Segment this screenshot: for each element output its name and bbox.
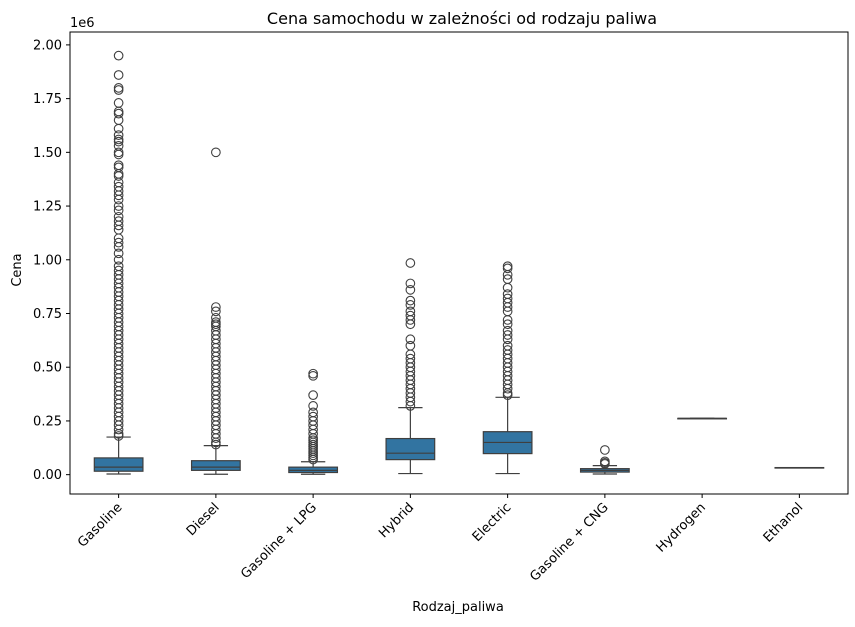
outlier-point xyxy=(113,136,124,147)
outlier-point xyxy=(113,70,124,80)
plot-frame xyxy=(69,31,849,495)
outlier-point xyxy=(113,85,124,95)
outlier-point xyxy=(113,147,124,158)
outlier-point xyxy=(502,263,513,274)
outlier-point xyxy=(113,254,124,265)
y-tick-label: 0.50 xyxy=(33,361,62,376)
outlier-point xyxy=(113,205,124,216)
y-offset-label: 1e6 xyxy=(70,16,95,31)
outlier-point xyxy=(405,278,416,289)
x-tick-label: Gasoline + CNG xyxy=(527,500,611,584)
y-tick-label: 0.00 xyxy=(33,468,62,483)
outlier-point xyxy=(113,149,124,160)
y-tick-label: 2.00 xyxy=(33,38,62,53)
outlier-point xyxy=(113,130,124,140)
outlier-point xyxy=(211,147,221,158)
x-tick-label: Diesel xyxy=(184,500,223,539)
outlier-point xyxy=(113,106,124,117)
outlier-point xyxy=(113,98,124,108)
outlier-point xyxy=(113,220,124,231)
outlier-point xyxy=(405,334,416,345)
outlier-point xyxy=(113,242,124,252)
outlier-point xyxy=(113,237,124,248)
outlier-point xyxy=(502,383,513,394)
outlier-point xyxy=(113,123,124,134)
outlier-point xyxy=(600,459,610,469)
outlier-point xyxy=(405,340,416,351)
outlier-point xyxy=(405,258,416,268)
outlier-point xyxy=(600,445,610,455)
outlier-point xyxy=(113,83,124,93)
outlier-point xyxy=(502,390,513,401)
box-iqr xyxy=(190,460,241,471)
x-tick-label: Hydrogen xyxy=(654,500,709,555)
outlier-point xyxy=(308,390,318,401)
outlier-point xyxy=(502,315,513,325)
outlier-point xyxy=(405,319,416,330)
outlier-point xyxy=(308,370,318,381)
outlier-point xyxy=(405,401,416,411)
plot-area: 0.00 0.25 0.50 0.75 1.00 1.25 1.50 1.75 2.00 Gaso… xyxy=(33,31,849,585)
outlier-point xyxy=(211,302,221,312)
y-tick-label: 0.75 xyxy=(33,307,62,322)
outlier-point xyxy=(405,315,416,325)
y-tick-label: 1.25 xyxy=(33,200,62,215)
chart-title: Cena samochodu w zależności od rodzaju p… xyxy=(267,9,657,28)
outlier-point xyxy=(502,302,513,312)
box-iqr xyxy=(93,457,144,472)
outlier-point xyxy=(113,160,124,171)
outlier-point xyxy=(113,194,124,205)
outlier-point xyxy=(405,295,416,306)
outlier-point xyxy=(502,261,513,272)
outlier-point xyxy=(113,168,124,179)
outlier-point xyxy=(211,439,221,450)
x-tick-label: Gasoline xyxy=(75,500,125,550)
outlier-point xyxy=(502,330,513,340)
outlier-point xyxy=(405,300,416,310)
outlier-point xyxy=(113,108,124,119)
outlier-point xyxy=(405,396,416,407)
x-tick-label: Electric xyxy=(470,500,515,545)
outlier-point xyxy=(502,269,513,280)
outlier-point xyxy=(502,282,513,293)
outlier-point xyxy=(113,171,124,181)
outlier-point xyxy=(113,201,124,211)
y-tick-label: 1.50 xyxy=(33,146,62,161)
outlier-point xyxy=(502,334,513,345)
y-tick-label: 1.00 xyxy=(33,253,62,268)
box-iqr xyxy=(385,437,436,461)
outlier-point xyxy=(113,50,124,61)
outlier-point xyxy=(308,454,318,465)
outlier-point xyxy=(308,401,318,411)
outlier-point xyxy=(211,306,221,317)
outlier-point xyxy=(113,248,124,259)
outlier-point xyxy=(502,319,513,330)
outlier-point xyxy=(308,368,318,379)
x-tick-label: Gasoline + LPG xyxy=(238,500,320,582)
outlier-point xyxy=(211,433,221,443)
x-axis-label: Rodzaj_paliwa xyxy=(412,600,504,615)
y-tick-label: 1.75 xyxy=(33,92,62,107)
x-tick-label: Ethanol xyxy=(761,500,806,545)
outlier-point xyxy=(113,115,124,125)
y-tick-label: 0.25 xyxy=(33,414,62,429)
outlier-point xyxy=(113,424,124,435)
x-tick-label: Hybrid xyxy=(376,500,417,541)
y-axis-label: Cena xyxy=(10,253,25,286)
outlier-point xyxy=(405,285,416,295)
outlier-point xyxy=(113,190,124,201)
outlier-point xyxy=(113,431,124,441)
